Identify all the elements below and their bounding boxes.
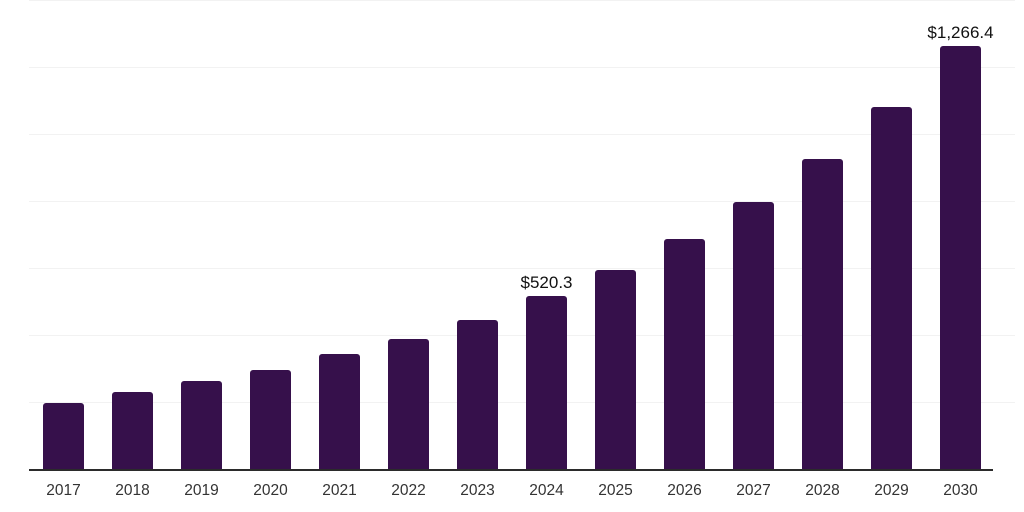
bar-value-label-2024: $520.3 (520, 272, 573, 292)
gridlines (29, 0, 1015, 470)
bar-2019 (181, 381, 222, 470)
bar-2023 (457, 319, 498, 470)
x-tick-2030: 2030 (943, 482, 978, 499)
gridline-400 (29, 335, 1015, 336)
bar-2028 (802, 159, 843, 470)
x-tick-2018: 2018 (115, 482, 150, 499)
bar-2027 (733, 202, 774, 470)
bar-2022 (388, 338, 429, 470)
x-tick-2029: 2029 (874, 482, 909, 499)
bar-2024 (526, 295, 567, 470)
bars-group (29, 1, 1015, 470)
x-tick-2024: 2024 (529, 482, 564, 499)
bar-2029 (871, 107, 912, 470)
bar-2021 (319, 354, 360, 470)
gridline-1000 (29, 134, 1015, 135)
x-tick-2020: 2020 (253, 482, 288, 499)
bar-2020 (250, 369, 291, 470)
x-tick-2021: 2021 (322, 482, 357, 499)
gridline-800 (29, 201, 1015, 202)
bar-2025 (595, 269, 636, 470)
x-tick-2025: 2025 (598, 482, 633, 499)
x-tick-2019: 2019 (184, 482, 219, 499)
bar-2017 (43, 403, 84, 470)
gridline-200 (29, 402, 1015, 403)
x-tick-2026: 2026 (667, 482, 702, 499)
x-tick-2028: 2028 (805, 482, 840, 499)
x-tick-2022: 2022 (391, 482, 426, 499)
gridline-1200 (29, 67, 1015, 68)
bar-2026 (664, 238, 705, 470)
x-axis-line (29, 469, 993, 471)
x-tick-2027: 2027 (736, 482, 771, 499)
bar-value-label-2030: $1,266.4 (927, 22, 994, 42)
gridline-1400 (29, 0, 1015, 1)
x-tick-2017: 2017 (46, 482, 81, 499)
x-tick-2023: 2023 (460, 482, 495, 499)
plot-area (29, 0, 1015, 471)
bar-2030 (940, 45, 981, 470)
bar-2018 (112, 392, 153, 470)
gridline-600 (29, 268, 1015, 269)
